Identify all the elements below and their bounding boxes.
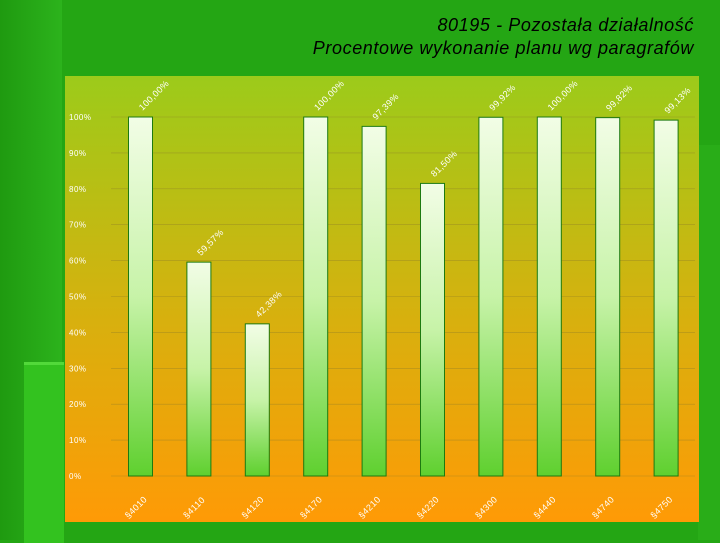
chart-area: 0% 10% 20% 30% 40% 50% 60% 70% 80% 90% 100% 100,00… bbox=[65, 76, 699, 522]
bar bbox=[595, 117, 621, 477]
bar bbox=[478, 116, 504, 477]
bar bbox=[653, 119, 679, 477]
chart-title-line-2: Procentowe wykonanie planu wg paragrafów bbox=[312, 38, 694, 58]
bars bbox=[128, 116, 679, 477]
bar bbox=[186, 261, 212, 477]
y-tick-label: 70% bbox=[69, 221, 87, 230]
background-step-decoration bbox=[24, 362, 64, 543]
y-tick-label: 20% bbox=[69, 400, 87, 409]
bar bbox=[361, 125, 387, 477]
y-tick-label: 30% bbox=[69, 364, 87, 373]
bar bbox=[420, 182, 445, 477]
y-tick-label: 50% bbox=[69, 293, 87, 302]
y-tick-label: 40% bbox=[69, 328, 87, 337]
bar bbox=[303, 116, 329, 477]
y-axis-tick-labels: 0% 10% 20% 30% 40% 50% 60% 70% 80% 90% 100% bbox=[69, 113, 91, 481]
y-tick-label: 80% bbox=[69, 185, 87, 194]
y-tick-label: 90% bbox=[69, 149, 87, 158]
bar bbox=[536, 116, 562, 477]
y-tick-label: 100% bbox=[69, 113, 91, 122]
bar-chart: 0%10%20%30%40%50%60%70%80%90%100% 100,00… bbox=[65, 76, 699, 522]
chart-title-line-1: 80195 - Pozostała działalność bbox=[437, 15, 694, 35]
y-tick-label: 0% bbox=[69, 472, 82, 481]
chart-title: 80195 - Pozostała działalność Procentowe… bbox=[313, 14, 694, 60]
background-strip-right bbox=[698, 145, 720, 540]
bar bbox=[128, 116, 153, 477]
y-tick-label: 10% bbox=[69, 436, 87, 445]
y-tick-label: 60% bbox=[69, 257, 87, 266]
bar bbox=[244, 323, 270, 477]
